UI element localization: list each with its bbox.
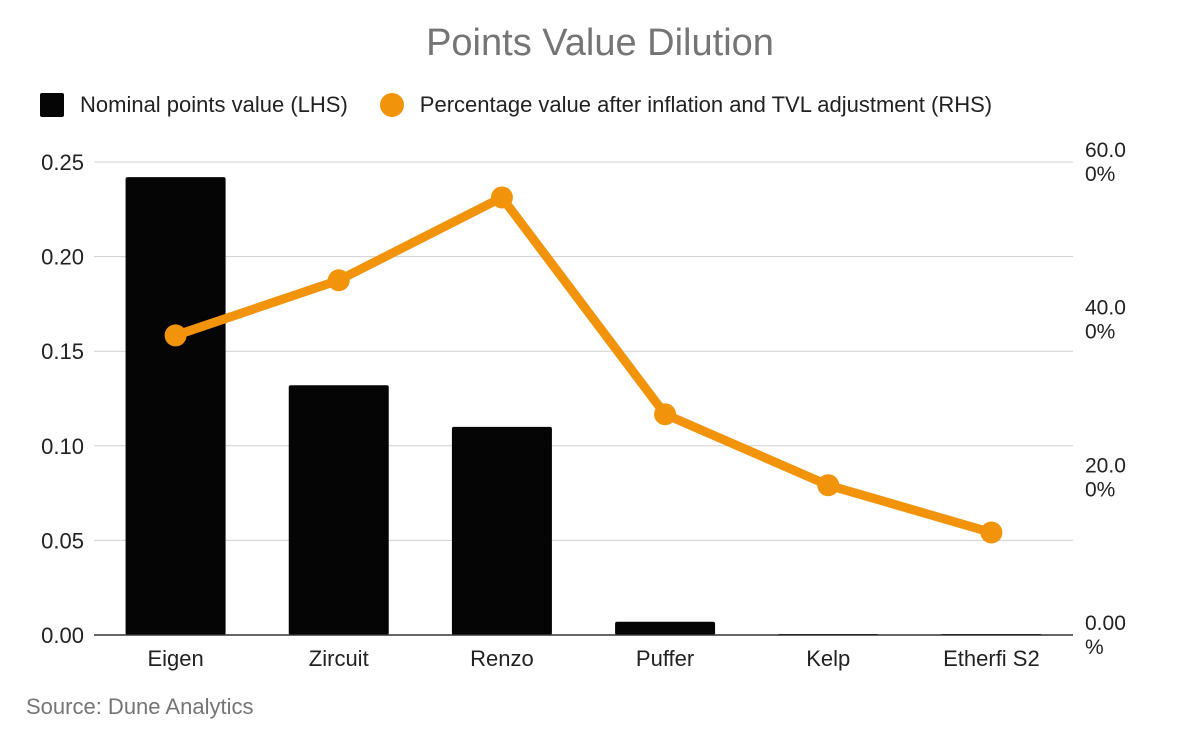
y-right-tick-label: 40.0 0% bbox=[1085, 297, 1126, 344]
y-right-tick-label: 60.0 0% bbox=[1085, 139, 1126, 186]
x-tick-label: Etherfi S2 bbox=[943, 646, 1040, 671]
y-left-tick-label: 0.20 bbox=[41, 245, 84, 270]
legend-label-line: Percentage value after inflation and TVL… bbox=[419, 92, 993, 117]
legend-label-bars: Nominal points value (LHS) bbox=[80, 92, 348, 117]
legend: Nominal points value (LHS) Percentage va… bbox=[40, 92, 1024, 118]
legend-swatch-line bbox=[379, 93, 404, 117]
legend-swatch-bars bbox=[40, 93, 64, 117]
line-point bbox=[490, 186, 513, 209]
y-left-tick-label: 0.10 bbox=[41, 434, 84, 459]
x-tick-label: Zircuit bbox=[309, 646, 369, 671]
y-left-tick-label: 0.15 bbox=[41, 339, 84, 364]
legend-item-bars: Nominal points value (LHS) bbox=[40, 92, 348, 118]
bar bbox=[125, 177, 226, 636]
line-series bbox=[171, 192, 996, 538]
y-right-tick-label: 0.00% bbox=[1085, 612, 1126, 659]
legend-item-line: Percentage value after inflation and TVL… bbox=[379, 92, 993, 118]
bar bbox=[451, 426, 552, 635]
chart-title: Points Value Dilution bbox=[426, 22, 774, 64]
line-point bbox=[817, 474, 840, 497]
x-tick-label: Kelp bbox=[806, 646, 850, 671]
bar bbox=[615, 621, 716, 635]
line-point bbox=[654, 403, 677, 426]
line-point bbox=[164, 324, 187, 347]
line-point bbox=[980, 521, 1003, 544]
y-right-tick-label: 20.0 0% bbox=[1085, 454, 1126, 501]
line-point bbox=[327, 269, 350, 292]
x-tick-label: Renzo bbox=[470, 646, 534, 671]
x-tick-label: Puffer bbox=[636, 646, 694, 671]
y-left-tick-label: 0.00 bbox=[41, 623, 84, 648]
y-left-tick-label: 0.25 bbox=[41, 150, 84, 175]
x-tick-label: Eigen bbox=[147, 646, 203, 671]
y-left-tick-label: 0.05 bbox=[41, 528, 84, 553]
source-note: Source: Dune Analytics bbox=[26, 694, 254, 719]
bar bbox=[288, 385, 389, 635]
